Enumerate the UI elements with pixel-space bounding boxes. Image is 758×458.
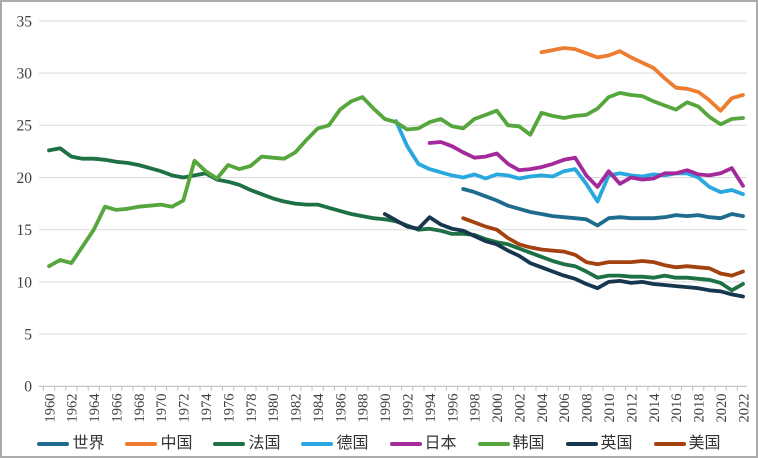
legend-item-japan: 日本 [389,435,457,452]
line-germany [394,119,745,204]
legend-item-korea: 韩国 [477,435,545,452]
x-tick-label: 1990 [378,394,394,423]
x-tick-label: 2006 [557,394,573,423]
x-tick-label: 1980 [266,394,282,423]
x-tick-label: 1984 [311,393,327,423]
y-tick-label: 0 [24,379,32,396]
legend-item-china: 中国 [125,436,192,452]
legend-label-china: 中国 [160,435,193,452]
legend-item-france: 法国 [213,436,280,452]
x-tick-label: 1972 [177,394,193,423]
y-tick-label: 10 [17,274,33,291]
y-tick-label: 30 [17,66,33,83]
x-tick-label: 2022 [736,394,752,423]
legend-label-uk: 英国 [600,435,633,452]
x-tick-label: 1962 [65,394,81,423]
x-tick-label: 2012 [624,394,640,423]
x-axis [39,385,747,391]
legend-swatch-japan [389,442,422,446]
legend-label-usa: 美国 [688,435,721,452]
x-tick-label: 2000 [490,394,506,423]
legend-label-japan: 日本 [424,435,457,452]
x-tick-label: 1986 [333,394,349,423]
x-tick-label: 1988 [356,394,372,423]
y-tick-label: 20 [17,170,33,187]
x-tick-label: 1970 [154,394,170,423]
legend-item-germany: 德国 [301,435,369,452]
x-tick-label: 2020 [714,394,730,423]
x-tick-label: 1976 [221,394,237,423]
x-tick-label: 1968 [132,394,148,423]
x-tick-label: 1966 [109,394,125,423]
legend-label-france: 法国 [248,435,281,452]
x-tick-label: 1960 [42,394,58,423]
line-uk [382,212,745,299]
legend-item-world: 世界 [37,436,104,452]
legend-swatch-world [37,442,70,446]
legend-swatch-france [213,442,246,446]
legend-label-germany: 德国 [336,435,369,452]
gridlines [39,20,747,335]
y-tick-label: 5 [24,327,32,344]
x-tick-label: 1998 [468,394,484,423]
x-tick-label: 1992 [401,394,417,423]
legend-item-usa: 美国 [653,435,721,452]
legend-swatch-uk [565,442,598,446]
y-tick-label: 15 [17,222,33,239]
line-usa [461,216,745,278]
x-tick-label: 1996 [445,394,461,423]
y-axis-labels: 0 5 10 15 20 25 30 35 [17,13,33,395]
chart-legend: 世界 中国 法国 德国 日本 韩国 英国 美国 [2,432,756,456]
legend-label-world: 世界 [72,435,105,452]
legend-item-uk: 英国 [565,435,633,452]
x-tick-label: 2010 [602,394,618,423]
line-world [461,187,745,228]
x-tick-label: 1982 [289,394,305,423]
x-tick-label: 2014 [647,393,663,423]
legend-swatch-germany [301,442,334,446]
y-tick-label: 35 [17,13,33,30]
x-tick-label: 2018 [692,394,708,423]
x-tick-label: 2008 [580,394,596,423]
legend-swatch-usa [653,442,686,446]
legend-swatch-korea [477,442,510,446]
line-japan [427,140,745,189]
legend-swatch-china [125,442,158,446]
x-axis-labels: 1960 1962 1964 1966 1968 1970 1972 1974 1976 1978… [42,393,752,423]
x-tick-label: 2016 [669,394,685,423]
x-tick-label: 1974 [199,393,215,423]
y-tick-label: 25 [17,118,33,135]
x-tick-label: 1994 [423,393,439,423]
x-tick-label: 1978 [244,394,260,423]
x-tick-label: 2004 [535,393,551,423]
x-tick-label: 1964 [87,393,103,423]
x-tick-label: 2002 [512,394,528,423]
line-china [539,46,745,113]
legend-label-korea: 韩国 [512,435,545,452]
line-korea [47,91,745,269]
